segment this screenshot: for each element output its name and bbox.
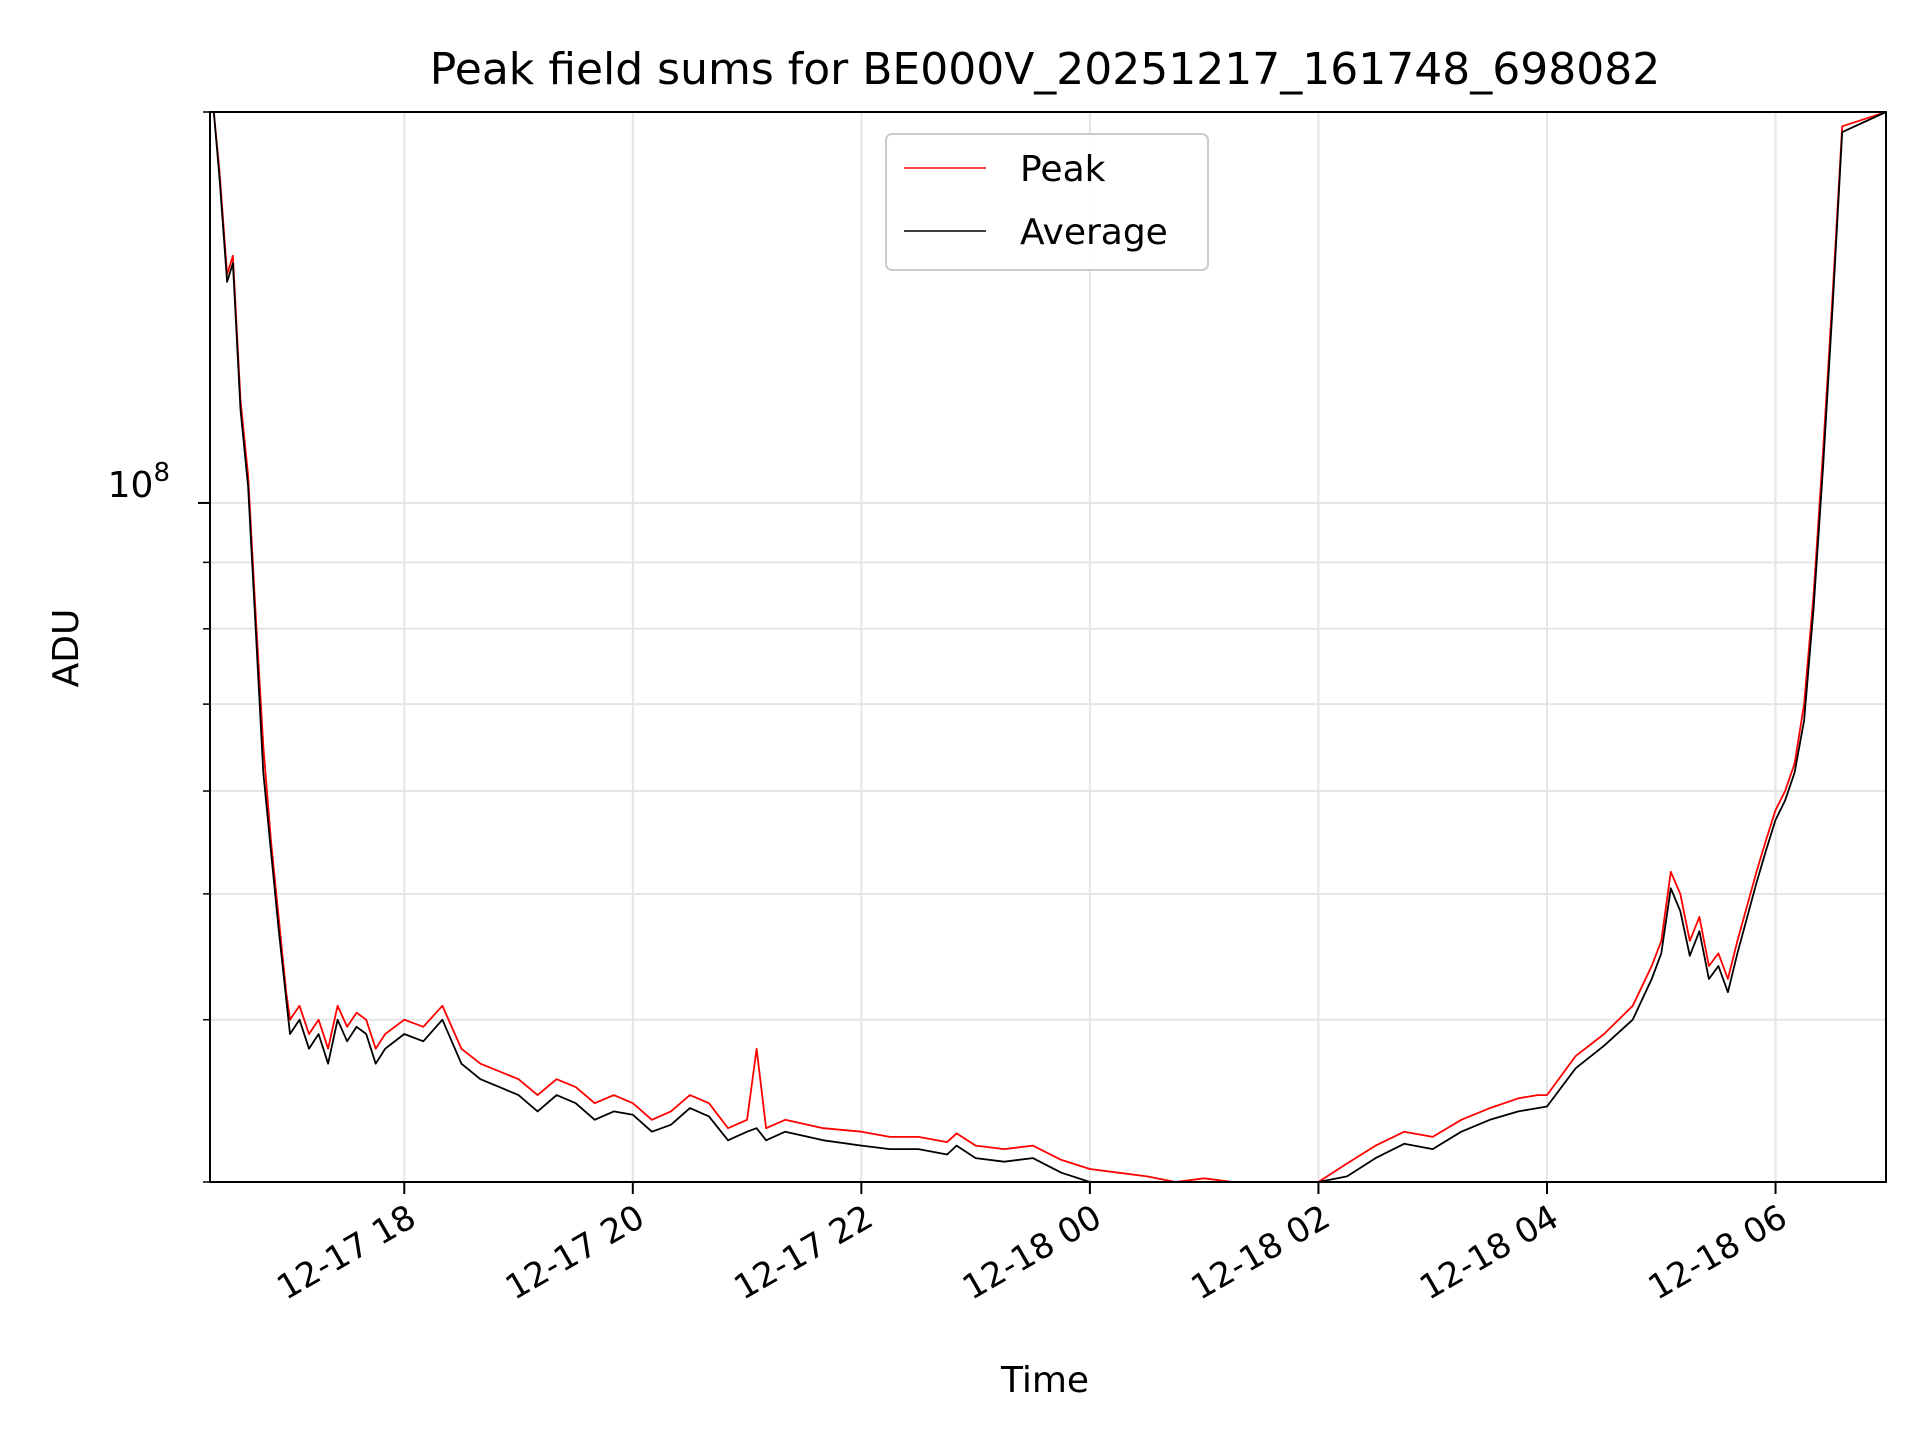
legend-label-average: Average	[1020, 212, 1168, 253]
series-lines	[212, 111, 1887, 1183]
series-line-peak	[212, 111, 1887, 1183]
legend: Peak Average	[885, 133, 1209, 271]
chart-title: Peak field sums for BE000V_20251217_1617…	[430, 44, 1660, 95]
y-tick-label-1e8: 108	[108, 458, 170, 506]
x-axis-label: Time	[1000, 1360, 1089, 1401]
y-tick-base: 10	[108, 465, 154, 506]
y-axis-label: ADU	[46, 609, 87, 688]
legend-label-peak: Peak	[1020, 149, 1106, 190]
series-line-average	[212, 111, 1887, 1183]
y-tick-exponent: 8	[153, 458, 170, 488]
plot-frame	[209, 111, 1887, 1183]
